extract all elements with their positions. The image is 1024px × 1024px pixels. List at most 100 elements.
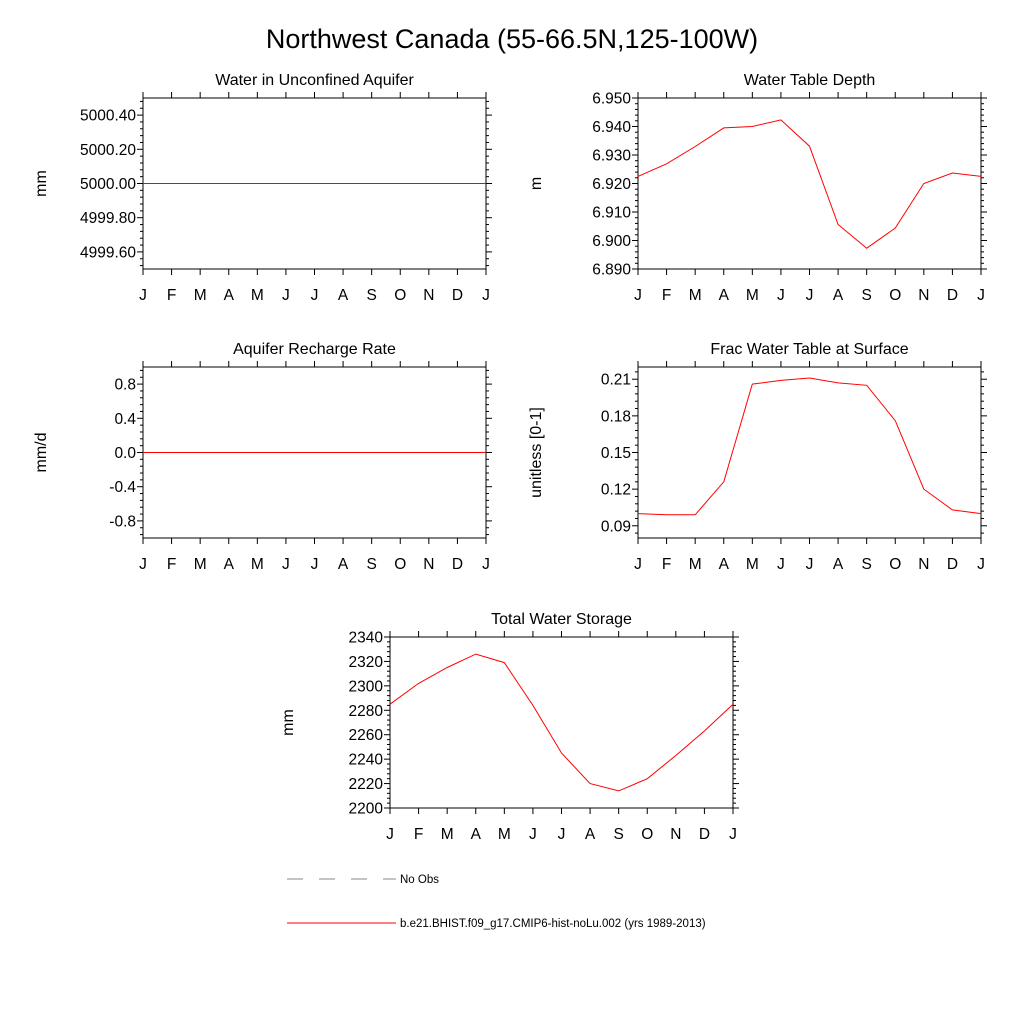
- x-tick-label: A: [224, 556, 235, 573]
- x-tick-label: S: [366, 287, 376, 304]
- y-tick-label: 6.930: [592, 148, 631, 165]
- figure-title: Northwest Canada (55-66.5N,125-100W): [266, 24, 758, 54]
- y-tick-label: 4999.80: [80, 210, 136, 227]
- x-tick-label: J: [482, 287, 490, 304]
- y-tick-label: 2280: [349, 703, 384, 720]
- y-tick-label: 6.890: [592, 262, 631, 279]
- x-tick-label: A: [719, 287, 730, 304]
- x-tick-label: A: [224, 287, 235, 304]
- y-tick-label: 2260: [349, 727, 384, 744]
- x-tick-label: A: [338, 556, 349, 573]
- x-tick-label: M: [689, 287, 702, 304]
- y-tick-label: 0.21: [601, 372, 631, 389]
- x-tick-label: F: [414, 826, 423, 843]
- x-tick-label: A: [585, 826, 596, 843]
- x-tick-label: J: [806, 556, 814, 573]
- y-tick-label: -0.4: [109, 479, 136, 496]
- y-axis-label-recharge-rate: mm/d: [33, 433, 50, 473]
- x-tick-label: S: [861, 556, 871, 573]
- x-tick-label: N: [423, 556, 434, 573]
- plot-frame-total-storage: [389, 636, 734, 809]
- x-tick-label: M: [194, 287, 207, 304]
- y-axis-label-water-table-depth: m: [528, 177, 545, 190]
- x-tick-label: M: [251, 556, 264, 573]
- x-tick-label: N: [670, 826, 681, 843]
- x-tick-label: M: [746, 287, 759, 304]
- y-axis-label-frac-water-table: unitless [0-1]: [528, 407, 545, 498]
- x-tick-label: O: [889, 556, 901, 573]
- x-tick-label: A: [833, 556, 844, 573]
- y-axis-label-aquifer-water: mm: [33, 170, 50, 197]
- y-tick-label: 0.0: [114, 445, 136, 462]
- x-tick-label: F: [662, 287, 671, 304]
- x-tick-label: F: [167, 556, 176, 573]
- x-tick-label: M: [498, 826, 511, 843]
- x-tick-label: D: [452, 556, 463, 573]
- y-tick-label: -0.8: [109, 513, 136, 530]
- y-tick-label: 6.910: [592, 205, 631, 222]
- x-tick-label: M: [746, 556, 759, 573]
- x-tick-label: J: [777, 556, 785, 573]
- panel-title-aquifer-water: Water in Unconfined Aquifer: [215, 72, 414, 89]
- x-tick-label: A: [719, 556, 730, 573]
- x-tick-label: S: [613, 826, 623, 843]
- y-tick-label: 2300: [349, 678, 384, 695]
- x-tick-label: J: [529, 826, 537, 843]
- x-tick-label: A: [338, 287, 349, 304]
- x-tick-label: J: [282, 556, 290, 573]
- y-tick-label: 2220: [349, 776, 384, 793]
- y-tick-label: 2340: [349, 630, 384, 647]
- y-tick-label: 0.12: [601, 482, 631, 499]
- y-tick-label: 5000.20: [80, 142, 136, 159]
- plot-frame-frac-water-table: [637, 366, 982, 539]
- x-tick-label: F: [167, 287, 176, 304]
- x-tick-label: A: [833, 287, 844, 304]
- series-line-total-storage: [389, 653, 734, 792]
- y-tick-label: 0.18: [601, 408, 631, 425]
- x-tick-label: J: [634, 287, 642, 304]
- y-tick-label: 2240: [349, 752, 384, 769]
- y-tick-label: 0.15: [601, 445, 631, 462]
- y-tick-label: 6.940: [592, 119, 631, 136]
- x-tick-label: O: [641, 826, 653, 843]
- y-tick-label: 0.09: [601, 518, 631, 535]
- x-tick-label: M: [689, 556, 702, 573]
- x-tick-label: D: [699, 826, 710, 843]
- x-tick-label: J: [634, 556, 642, 573]
- y-axis-label-total-storage: mm: [280, 709, 297, 736]
- x-tick-label: F: [662, 556, 671, 573]
- x-tick-label: M: [251, 287, 264, 304]
- x-tick-label: D: [947, 287, 958, 304]
- plot-frame-water-table-depth: [637, 97, 982, 270]
- y-tick-label: 6.950: [592, 91, 631, 108]
- x-tick-label: J: [729, 826, 737, 843]
- y-tick-label: 6.900: [592, 233, 631, 250]
- x-tick-label: J: [977, 287, 985, 304]
- panel-title-total-storage: Total Water Storage: [491, 611, 632, 628]
- x-tick-label: M: [441, 826, 454, 843]
- series-line-frac-water-table: [637, 377, 982, 516]
- x-tick-label: S: [861, 287, 871, 304]
- x-tick-label: N: [918, 556, 929, 573]
- x-tick-label: O: [394, 556, 406, 573]
- x-tick-label: J: [282, 287, 290, 304]
- y-tick-label: 0.8: [114, 377, 136, 394]
- x-tick-label: J: [482, 556, 490, 573]
- x-tick-label: A: [471, 826, 482, 843]
- series-line-water-table-depth: [637, 119, 982, 249]
- x-tick-label: J: [311, 556, 319, 573]
- x-tick-label: N: [423, 287, 434, 304]
- legend: No Obs b.e21.BHIST.f09_g17.CMIP6-hist-no…: [287, 874, 706, 930]
- y-tick-label: 2200: [349, 801, 384, 818]
- x-tick-label: J: [977, 556, 985, 573]
- panel-title-frac-water-table: Frac Water Table at Surface: [710, 341, 908, 358]
- y-tick-label: 4999.60: [80, 244, 136, 261]
- y-tick-label: 2320: [349, 654, 384, 671]
- x-tick-label: J: [139, 287, 147, 304]
